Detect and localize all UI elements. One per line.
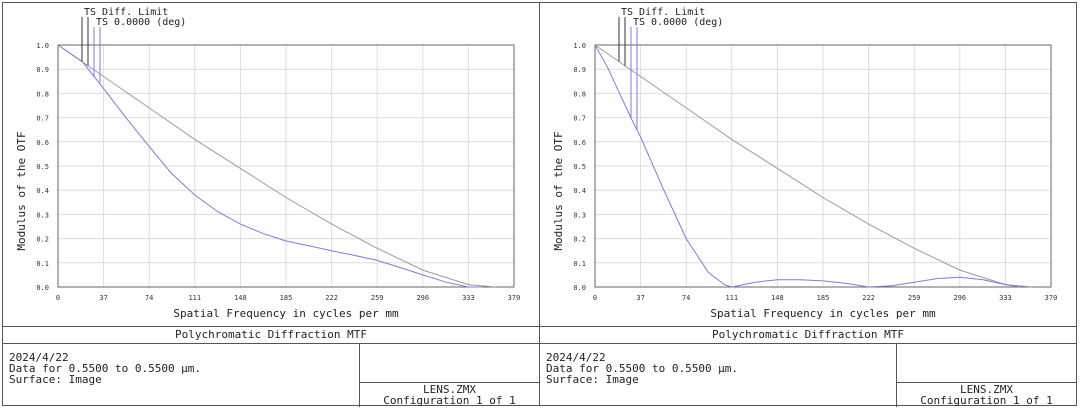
y-tick-label: 0.6	[573, 139, 586, 147]
lens-info-box: LENS.ZMX Configuration 1 of 1	[360, 384, 539, 406]
y-tick-label: 0.0	[36, 284, 49, 292]
chart-title: Polychromatic Diffraction MTF	[540, 326, 1076, 344]
y-axis-label: Modulus of the OTF	[15, 131, 28, 250]
y-tick-label: 0.4	[573, 187, 586, 195]
y-tick-label: 0.7	[573, 115, 586, 123]
lens-file-name: LENS.ZMX	[960, 383, 1013, 396]
y-tick-label: 1.0	[573, 42, 586, 50]
mtf-plot-right: 0 37 74 111 148 185 222 259 296 333 370 0.0 0.1 0.2 0.…	[552, 7, 1058, 320]
x-tick-label: 148	[234, 294, 247, 302]
footer-divider	[896, 382, 1076, 383]
y-axis-label: Modulus of the OTF	[552, 131, 565, 250]
data-range-text: Data for 0.5500 to 0.5500 µm.	[546, 362, 739, 375]
legend-label: TS 0.0000 (deg)	[96, 17, 186, 28]
x-tick-label: 259	[908, 294, 921, 302]
y-tick-label: 0.3	[36, 211, 49, 219]
configuration-text: Configuration 1 of 1	[920, 394, 1053, 407]
x-tick-label: 296	[416, 294, 429, 302]
surface-text: Surface: Image	[9, 373, 102, 386]
lens-file-name: LENS.ZMX	[423, 383, 476, 396]
x-tick-label: 370	[508, 294, 521, 302]
x-tick-label: 74	[145, 294, 153, 302]
mtf-panel-right: 0 37 74 111 148 185 222 259 296 333 370 0.0 0.1 0.2 0.…	[539, 2, 1077, 407]
y-tick-label: 0.0	[573, 284, 586, 292]
mtf-panel-left: 0 37 74 111 148 185 222 259 296 333 370 0.0 0.1 0.2 0.…	[2, 2, 540, 407]
x-tick-label: 296	[953, 294, 966, 302]
y-tick-label: 1.0	[36, 42, 49, 50]
y-tick-label: 0.8	[573, 90, 586, 98]
x-tick-label: 0	[593, 294, 597, 302]
date-text: 2024/4/22	[9, 351, 69, 364]
x-tick-label: 148	[771, 294, 784, 302]
x-tick-label: 185	[817, 294, 830, 302]
x-axis-label: Spatial Frequency in cycles per mm	[710, 307, 936, 320]
series-line	[57, 44, 496, 288]
x-tick-label: 185	[280, 294, 293, 302]
x-tick-label: 37	[636, 294, 644, 302]
footer-divider	[359, 382, 539, 383]
y-tick-label: 0.5	[573, 163, 586, 171]
x-tick-label: 0	[56, 294, 60, 302]
legend-label: TS Diff. Limit	[621, 7, 705, 18]
info-block: 2024/4/22 Data for 0.5500 to 0.5500 µm. …	[546, 352, 738, 385]
date-text: 2024/4/22	[546, 351, 606, 364]
y-tick-label: 0.5	[36, 163, 49, 171]
y-tick-label: 0.3	[573, 211, 586, 219]
y-tick-label: 0.2	[36, 236, 49, 244]
x-tick-label: 111	[188, 294, 201, 302]
y-tick-label: 0.4	[36, 187, 49, 195]
x-tick-label: 222	[325, 294, 338, 302]
x-tick-label: 333	[999, 294, 1012, 302]
y-tick-label: 0.8	[36, 90, 49, 98]
y-tick-label: 0.1	[36, 260, 49, 268]
x-tick-label: 74	[682, 294, 690, 302]
x-axis-label: Spatial Frequency in cycles per mm	[173, 307, 399, 320]
x-tick-label: 370	[1045, 294, 1058, 302]
plot-frame	[594, 44, 1052, 288]
y-tick-label: 0.6	[36, 139, 49, 147]
x-tick-label: 111	[725, 294, 738, 302]
x-tick-label: 37	[99, 294, 107, 302]
x-tick-label: 222	[862, 294, 875, 302]
y-tick-label: 0.9	[573, 66, 586, 74]
mtf-plot-left: 0 37 74 111 148 185 222 259 296 333 370 0.0 0.1 0.2 0.…	[15, 7, 521, 320]
lens-info-box: LENS.ZMX Configuration 1 of 1	[897, 384, 1076, 406]
y-tick-label: 0.1	[573, 260, 586, 268]
series-line	[594, 44, 1033, 288]
y-tick-label: 0.9	[36, 66, 49, 74]
plot-frame	[57, 44, 515, 288]
y-tick-label: 0.7	[36, 115, 49, 123]
legend-label: TS Diff. Limit	[84, 7, 168, 18]
legend-label: TS 0.0000 (deg)	[633, 17, 723, 28]
series-line	[594, 44, 1021, 288]
series-line	[57, 44, 484, 288]
configuration-text: Configuration 1 of 1	[383, 394, 516, 407]
info-block: 2024/4/22 Data for 0.5500 to 0.5500 µm. …	[9, 352, 201, 385]
footer-divider	[896, 344, 897, 407]
x-tick-label: 259	[371, 294, 384, 302]
y-tick-label: 0.2	[573, 236, 586, 244]
chart-title: Polychromatic Diffraction MTF	[3, 326, 539, 344]
surface-text: Surface: Image	[546, 373, 639, 386]
footer-divider	[359, 344, 360, 407]
x-tick-label: 333	[462, 294, 475, 302]
data-range-text: Data for 0.5500 to 0.5500 µm.	[9, 362, 202, 375]
